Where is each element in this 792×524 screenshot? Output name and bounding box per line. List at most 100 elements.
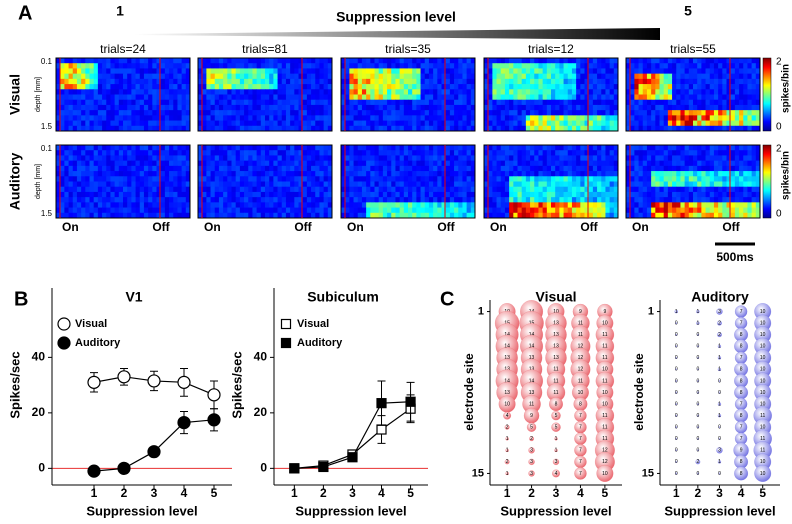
heatmap-cell (378, 212, 384, 219)
heatmap-cell (705, 115, 711, 121)
heatmap-cell (323, 191, 329, 198)
bubble (505, 448, 509, 453)
heatmap-cell (327, 68, 333, 75)
heatmap-cell (177, 99, 183, 106)
heatmap-cell (56, 120, 61, 127)
heatmap-cell (538, 212, 544, 219)
heatmap-cell (169, 78, 174, 85)
heatmap-cell (218, 191, 224, 198)
heatmap-cell (102, 155, 107, 162)
heatmap-cell (361, 160, 367, 167)
heatmap-cell (663, 63, 669, 69)
heatmap-cell (135, 145, 141, 151)
heatmap-cell (273, 89, 278, 95)
heatmap-cell (185, 125, 191, 132)
heatmap-cell (500, 176, 506, 182)
heatmap-cell (642, 207, 648, 214)
heatmap-cell (177, 165, 183, 172)
heatmap-cell (290, 73, 295, 80)
heatmap-cell (89, 73, 95, 80)
heatmap-cell (755, 186, 761, 193)
bubble-label: 0 (675, 355, 678, 361)
heatmap-cell (613, 73, 619, 80)
heatmap-cell (273, 160, 278, 167)
heatmap-cell (613, 63, 619, 69)
heatmap-cell (349, 125, 354, 132)
heatmap-cell (202, 165, 207, 172)
heatmap-cell (277, 73, 283, 80)
heatmap-cell (123, 202, 128, 208)
heatmap-cell (538, 125, 544, 132)
heatmap-cell (185, 104, 191, 111)
heatmap-cell (747, 186, 753, 193)
heatmap-cell (542, 171, 548, 177)
heatmap-cell (260, 207, 266, 214)
heatmap-cell (428, 212, 434, 219)
heatmap-cell (667, 197, 673, 203)
heatmap-cell (181, 63, 187, 69)
heatmap-cell (433, 58, 438, 64)
heatmap-cell (399, 186, 405, 193)
heatmap-cell (743, 202, 748, 208)
heatmap-cell (160, 120, 166, 127)
heatmap-cell (588, 120, 594, 127)
heatmap-cell (697, 212, 702, 219)
heatmap-cell (273, 155, 278, 162)
heatmap-cell (239, 115, 245, 121)
heatmap-cell (525, 171, 531, 177)
heatmap-cell (148, 115, 153, 121)
heatmap-cell (630, 165, 635, 172)
heatmap-cell (458, 78, 463, 85)
heatmap-cell (210, 58, 216, 64)
heatmap-cell (408, 191, 413, 198)
bubble-label: 0 (696, 448, 699, 454)
heatmap-cell (688, 197, 694, 203)
heatmap-cell (239, 94, 245, 101)
heatmap-cell (563, 58, 569, 64)
heatmap-cell (584, 165, 590, 172)
heatmap-cell (244, 94, 249, 101)
heatmap-cell (428, 78, 434, 85)
heatmap-cell (584, 176, 590, 182)
heatmap-cell (277, 186, 283, 193)
heatmap-cell (500, 207, 506, 214)
heatmap-cell (684, 68, 690, 75)
heatmap-cell (160, 68, 166, 75)
heatmap-cell (525, 197, 531, 203)
heatmap-cell (357, 110, 363, 116)
heatmap-cell (559, 110, 564, 116)
heatmap-cell (281, 120, 287, 127)
heatmap-cell (273, 207, 278, 214)
heatmap-cell (605, 191, 611, 198)
heatmap-cell (277, 84, 283, 90)
heatmap-cell (492, 145, 497, 151)
heatmap-cell (747, 104, 753, 111)
heatmap-cell (341, 212, 346, 219)
heatmap-cell (567, 99, 573, 106)
on-label: On (62, 220, 79, 234)
heatmap-cell (601, 212, 606, 219)
heatmap-cell (72, 186, 78, 193)
heatmap-cell (504, 78, 510, 85)
heatmap-cell (357, 120, 363, 127)
heatmap-cell (106, 115, 111, 121)
heatmap-cell (726, 104, 732, 111)
heatmap-cell (298, 176, 304, 182)
heatmap-cell (361, 63, 367, 69)
heatmap-cell (239, 104, 245, 111)
heatmap-cell (530, 99, 535, 106)
heatmap-cell (239, 160, 245, 167)
heatmap-cell (655, 73, 660, 80)
heatmap-cell (500, 212, 506, 219)
heatmap-cell (114, 73, 120, 80)
heatmap-cell (281, 110, 287, 116)
heatmap-cell (106, 186, 111, 193)
heatmap-cell (68, 191, 74, 198)
heatmap-cell (177, 58, 183, 64)
heatmap-cell (655, 197, 660, 203)
heatmap-cell (509, 202, 514, 208)
heatmap-cell (181, 207, 187, 214)
heatmap-cell (697, 73, 702, 80)
heatmap-cell (265, 58, 270, 64)
heatmap-cell (256, 171, 262, 177)
